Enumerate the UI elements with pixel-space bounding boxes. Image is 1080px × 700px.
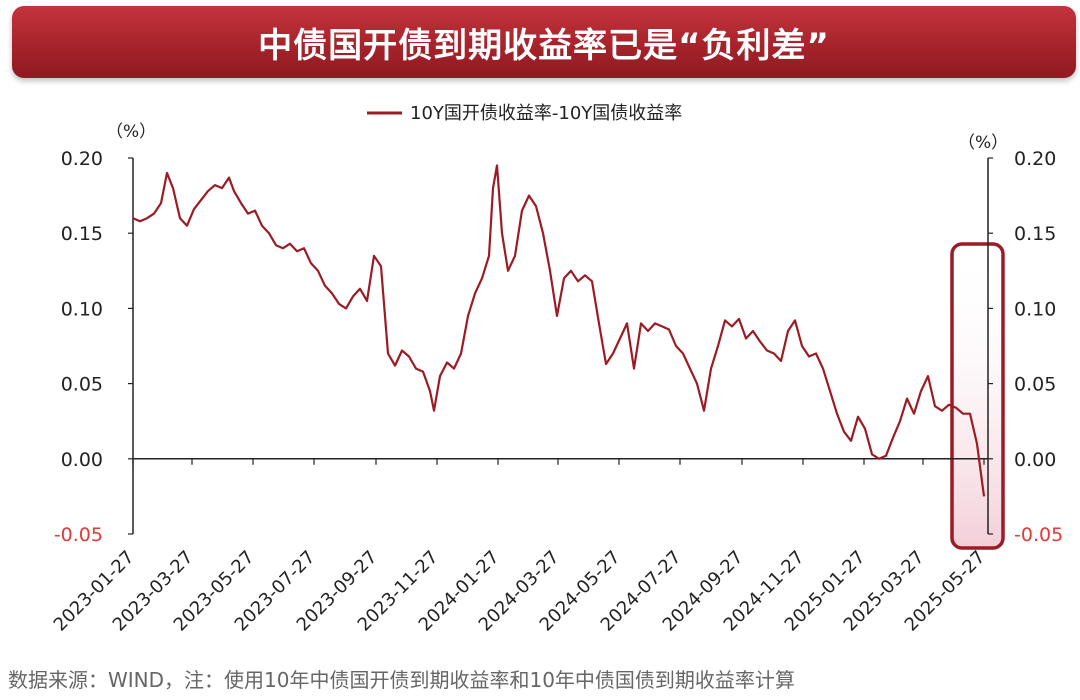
legend-label: 10Y国开债收益率-10Y国债收益率 — [410, 103, 682, 124]
y-tick-label-right: 0.00 — [1014, 449, 1056, 471]
y-tick-label-right: 0.10 — [1014, 298, 1056, 320]
y-tick-label-left: 0.15 — [61, 223, 103, 245]
y-tick-label-left: 0.05 — [61, 374, 103, 396]
y-tick-label-right: 0.05 — [1014, 374, 1056, 396]
y-tick-label-right: 0.15 — [1014, 223, 1056, 245]
y-tick-label-right: 0.20 — [1014, 148, 1056, 170]
y-unit-left: （%） — [106, 122, 156, 142]
line-chart: 0.20 0.20 0.15 0.15 0.10 0.10 0.05 0.05 0.00 0.00… — [50, 103, 1063, 636]
series-line — [132, 164, 986, 497]
y-tick-label-left: 0.20 — [61, 148, 103, 170]
source-note: 数据来源：WIND，注：使用10年中债国开债到期收益率和10年中债国债到期收益率… — [8, 668, 795, 692]
y-tick-label-left: 0.10 — [61, 298, 103, 320]
y-tick-label-left: -0.05 — [54, 524, 103, 546]
y-tick-label-right: -0.05 — [1014, 524, 1063, 546]
title-banner: 中债国开债到期收益率已是“负利差” — [12, 6, 1076, 78]
y-unit-right: （%） — [958, 133, 1008, 153]
y-tick-label-left: 0.00 — [61, 449, 103, 471]
highlight-box — [950, 242, 1005, 550]
chart-title: 中债国开债到期收益率已是“负利差” — [258, 25, 830, 66]
